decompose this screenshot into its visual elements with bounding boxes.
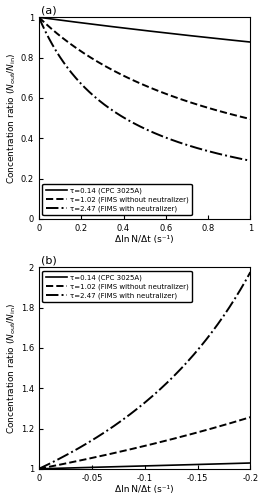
Line: τ=1.02 (FIMS without neutralizer): τ=1.02 (FIMS without neutralizer) — [39, 417, 250, 469]
τ=0.14 (CPC 3025A) — [59, 17, 62, 23]
τ=1.02 (FIMS without neutralizer) — [206, 426, 209, 432]
τ=0.14 (CPC 3025A) — [123, 25, 126, 31]
τ=1.02 (FIMS without neutralizer) — [130, 446, 134, 452]
τ=1.02 (FIMS without neutralizer) — [123, 73, 126, 79]
τ=1.02 (FIMS without neutralizer) — [182, 433, 186, 439]
τ=0.14 (CPC 3025A) — [206, 461, 209, 467]
Y-axis label: Concentration ratio ($N_\mathregular{out}$/$N_\mathregular{in}$): Concentration ratio ($N_\mathregular{out… — [6, 52, 18, 184]
τ=2.47 (FIMS with neutralizer) — [123, 115, 126, 121]
τ=0.14 (CPC 3025A) — [202, 34, 205, 40]
τ=2.47 (FIMS with neutralizer) — [123, 416, 126, 422]
X-axis label: Δln N/Δt (s⁻¹): Δln N/Δt (s⁻¹) — [115, 236, 174, 244]
τ=2.47 (FIMS with neutralizer) — [206, 148, 209, 154]
τ=2.47 (FIMS with neutralizer) — [182, 362, 186, 368]
τ=2.47 (FIMS with neutralizer) — [59, 455, 62, 461]
τ=1.02 (FIMS without neutralizer) — [202, 428, 205, 434]
τ=1.02 (FIMS without neutralizer) — [59, 462, 62, 468]
τ=2.47 (FIMS with neutralizer) — [37, 466, 41, 472]
τ=0.14 (CPC 3025A) — [123, 464, 126, 469]
τ=2.47 (FIMS with neutralizer) — [59, 55, 62, 61]
τ=2.47 (FIMS with neutralizer) — [202, 147, 205, 153]
τ=0.14 (CPC 3025A) — [206, 34, 209, 40]
τ=2.47 (FIMS with neutralizer) — [130, 410, 134, 416]
τ=1.02 (FIMS without neutralizer) — [130, 77, 134, 83]
τ=0.14 (CPC 3025A) — [37, 466, 41, 472]
τ=1.02 (FIMS without neutralizer) — [37, 14, 41, 20]
τ=2.47 (FIMS with neutralizer) — [130, 120, 134, 126]
τ=0.14 (CPC 3025A) — [202, 462, 205, 468]
Line: τ=0.14 (CPC 3025A): τ=0.14 (CPC 3025A) — [39, 463, 250, 469]
Legend: τ=0.14 (CPC 3025A), τ=1.02 (FIMS without neutralizer), τ=2.47 (FIMS with neutral: τ=0.14 (CPC 3025A), τ=1.02 (FIMS without… — [43, 184, 192, 216]
Line: τ=2.47 (FIMS with neutralizer): τ=2.47 (FIMS with neutralizer) — [39, 272, 250, 469]
τ=1.02 (FIMS without neutralizer) — [249, 414, 252, 420]
τ=1.02 (FIMS without neutralizer) — [37, 466, 41, 472]
τ=1.02 (FIMS without neutralizer) — [123, 448, 126, 454]
τ=0.14 (CPC 3025A) — [249, 39, 252, 45]
τ=0.14 (CPC 3025A) — [182, 32, 186, 38]
τ=1.02 (FIMS without neutralizer) — [182, 98, 186, 103]
τ=0.14 (CPC 3025A) — [59, 465, 62, 471]
τ=2.47 (FIMS with neutralizer) — [206, 334, 209, 340]
τ=1.02 (FIMS without neutralizer) — [59, 34, 62, 40]
τ=0.14 (CPC 3025A) — [249, 460, 252, 466]
τ=0.14 (CPC 3025A) — [130, 464, 134, 469]
X-axis label: Δln N/Δt (s⁻¹): Δln N/Δt (s⁻¹) — [115, 486, 174, 494]
Line: τ=2.47 (FIMS with neutralizer): τ=2.47 (FIMS with neutralizer) — [39, 18, 250, 161]
τ=0.14 (CPC 3025A) — [37, 14, 41, 20]
τ=0.14 (CPC 3025A) — [130, 26, 134, 32]
τ=2.47 (FIMS with neutralizer) — [37, 14, 41, 20]
τ=2.47 (FIMS with neutralizer) — [249, 158, 252, 164]
τ=2.47 (FIMS with neutralizer) — [202, 340, 205, 345]
τ=2.47 (FIMS with neutralizer) — [249, 269, 252, 275]
Text: (b): (b) — [41, 256, 57, 266]
τ=1.02 (FIMS without neutralizer) — [206, 104, 209, 110]
τ=0.14 (CPC 3025A) — [182, 462, 186, 468]
τ=2.47 (FIMS with neutralizer) — [182, 141, 186, 147]
Line: τ=1.02 (FIMS without neutralizer): τ=1.02 (FIMS without neutralizer) — [39, 18, 250, 119]
Y-axis label: Concentration ratio ($N_\mathregular{out}$/$N_\mathregular{in}$): Concentration ratio ($N_\mathregular{out… — [6, 302, 18, 434]
τ=1.02 (FIMS without neutralizer) — [249, 116, 252, 122]
Line: τ=0.14 (CPC 3025A): τ=0.14 (CPC 3025A) — [39, 18, 250, 42]
Legend: τ=0.14 (CPC 3025A), τ=1.02 (FIMS without neutralizer), τ=2.47 (FIMS with neutral: τ=0.14 (CPC 3025A), τ=1.02 (FIMS without… — [43, 271, 192, 302]
Text: (a): (a) — [41, 6, 57, 16]
τ=1.02 (FIMS without neutralizer) — [202, 104, 205, 110]
